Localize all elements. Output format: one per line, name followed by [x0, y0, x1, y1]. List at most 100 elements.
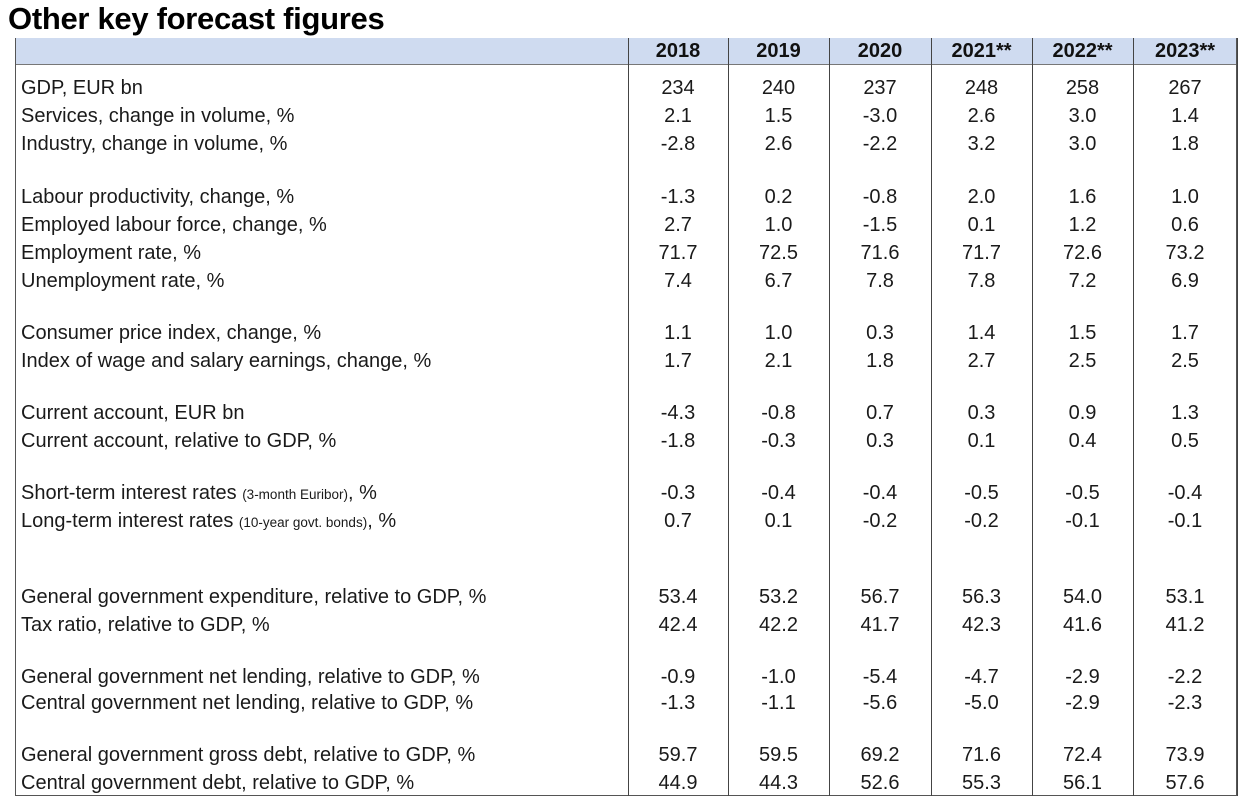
- table-cell: -0.4: [761, 482, 796, 504]
- table-cell: 7.4: [664, 270, 692, 292]
- table-cell: 44.9: [658, 772, 698, 794]
- table-cell: 1.1: [664, 322, 692, 344]
- table-cell: -2.8: [660, 133, 696, 155]
- table-cell: -0.4: [1167, 482, 1203, 504]
- table-cell: 73.2: [1165, 242, 1205, 264]
- table-cell: 41.7: [860, 614, 900, 636]
- table-cell: -3.0: [862, 105, 898, 127]
- table-cell: -0.3: [761, 430, 796, 452]
- row-label: Central government debt, relative to GDP…: [21, 769, 414, 797]
- row-label-text: GDP, EUR bn: [21, 77, 143, 99]
- column-divider: [728, 38, 729, 796]
- column-header: 2018: [655, 40, 701, 62]
- row-label-text: Long-term interest rates: [21, 510, 239, 532]
- table-cell: 1.0: [1171, 186, 1199, 208]
- row-label: Employment rate, %: [21, 239, 201, 267]
- table-cell: 72.5: [759, 242, 798, 264]
- table-cell: 0.9: [1068, 402, 1097, 424]
- table-cell: 52.6: [860, 772, 900, 794]
- table-cell: 72.4: [1063, 744, 1102, 766]
- row-label-text: Employment rate, %: [21, 242, 202, 264]
- table-cell: 1.5: [764, 105, 793, 127]
- table-cell: 2.0: [967, 186, 996, 208]
- row-label: Index of wage and salary earnings, chang…: [21, 347, 431, 375]
- column-header: 2021**: [951, 40, 1012, 62]
- table-cell: 1.2: [1068, 214, 1097, 236]
- row-label: General government expenditure, relative…: [21, 583, 486, 611]
- table-cell: 2.1: [764, 350, 793, 372]
- table-cell: -2.9: [1065, 666, 1100, 688]
- row-label: Employed labour force, change, %: [21, 211, 327, 239]
- row-label-text: Short-term interest rates: [21, 482, 243, 504]
- table-cell: 42.2: [759, 614, 798, 636]
- table-cell: -0.2: [964, 510, 999, 532]
- row-label: Industry, change in volume, %: [21, 130, 287, 158]
- table-cell: -2.3: [1167, 692, 1203, 714]
- table-cell: 2.6: [764, 133, 793, 155]
- table-cell: 71.7: [658, 242, 698, 264]
- table-cell: -1.0: [761, 666, 796, 688]
- table-cell: 56.1: [1063, 772, 1102, 794]
- table-cell: 59.7: [658, 744, 698, 766]
- row-label-text: Industry, change in volume, %: [21, 133, 288, 155]
- table-cell: 54.0: [1063, 586, 1102, 608]
- row-label-text: Employed labour force, change, %: [21, 214, 327, 236]
- row-label-text: Current account, relative to GDP, %: [21, 430, 337, 452]
- table-cell: -1.3: [660, 186, 696, 208]
- table-cell: 2.5: [1171, 350, 1199, 372]
- table-cell: 3.0: [1068, 105, 1097, 127]
- row-label-text: Unemployment rate, %: [21, 270, 225, 292]
- table-cell: 71.6: [962, 744, 1001, 766]
- table-cell: -1.1: [761, 692, 796, 714]
- table-cell: 1.4: [967, 322, 996, 344]
- column-divider: [931, 38, 932, 796]
- row-label-text: Index of wage and salary earnings, chang…: [21, 350, 432, 372]
- row-label-text: Services, change in volume, %: [21, 105, 295, 127]
- table-cell: 6.9: [1171, 270, 1199, 292]
- table-cell: 71.6: [860, 242, 900, 264]
- row-label: Services, change in volume, %: [21, 102, 294, 130]
- table-cell: 44.3: [759, 772, 798, 794]
- table-cell: -2.2: [1167, 666, 1203, 688]
- table-cell: -4.3: [660, 402, 696, 424]
- row-label: Tax ratio, relative to GDP, %: [21, 611, 270, 639]
- table-cell: 53.1: [1165, 586, 1205, 608]
- table-cell: 267: [1168, 77, 1202, 99]
- table-cell: 0.1: [764, 510, 793, 532]
- table-cell: 3.2: [967, 133, 996, 155]
- column-header: 2023**: [1154, 40, 1216, 62]
- table-cell: 3.0: [1068, 133, 1097, 155]
- table-cell: 237: [863, 77, 897, 99]
- table-cell: 73.9: [1165, 744, 1205, 766]
- table-cell: 72.6: [1063, 242, 1102, 264]
- table-cell: 53.4: [658, 586, 698, 608]
- row-label: GDP, EUR bn: [21, 74, 143, 102]
- table-cell: -5.4: [862, 666, 898, 688]
- column-divider: [1032, 38, 1033, 796]
- row-label: General government net lending, relative…: [21, 663, 480, 691]
- table-cell: 240: [761, 77, 796, 99]
- row-label: Current account, relative to GDP, %: [21, 427, 336, 455]
- table-cell: 0.7: [664, 510, 692, 532]
- table-cell: 71.7: [962, 242, 1001, 264]
- table-cell: 1.6: [1068, 186, 1097, 208]
- table-cell: 6.7: [764, 270, 793, 292]
- row-label: Long-term interest rates (10-year govt. …: [21, 507, 396, 535]
- table-cell: -0.2: [862, 510, 898, 532]
- table-cell: -1.5: [862, 214, 898, 236]
- table-cell: 55.3: [962, 772, 1001, 794]
- table-cell: 2.1: [664, 105, 692, 127]
- column-divider: [1237, 38, 1238, 796]
- table-cell: 57.6: [1165, 772, 1205, 794]
- table-cell: -0.8: [862, 186, 898, 208]
- table-cell: 59.5: [759, 744, 798, 766]
- table-cell: -0.5: [1065, 482, 1100, 504]
- column-divider: [628, 38, 629, 796]
- table-cell: -1.8: [660, 430, 696, 452]
- table-cell: 56.7: [860, 586, 900, 608]
- row-label-text: Consumer price index, change, %: [21, 322, 322, 344]
- table-cell: 41.2: [1165, 614, 1205, 636]
- row-label-note: (3-month Euribor): [242, 487, 348, 502]
- row-label-text: General government expenditure, relative…: [21, 586, 487, 608]
- column-divider: [829, 38, 830, 796]
